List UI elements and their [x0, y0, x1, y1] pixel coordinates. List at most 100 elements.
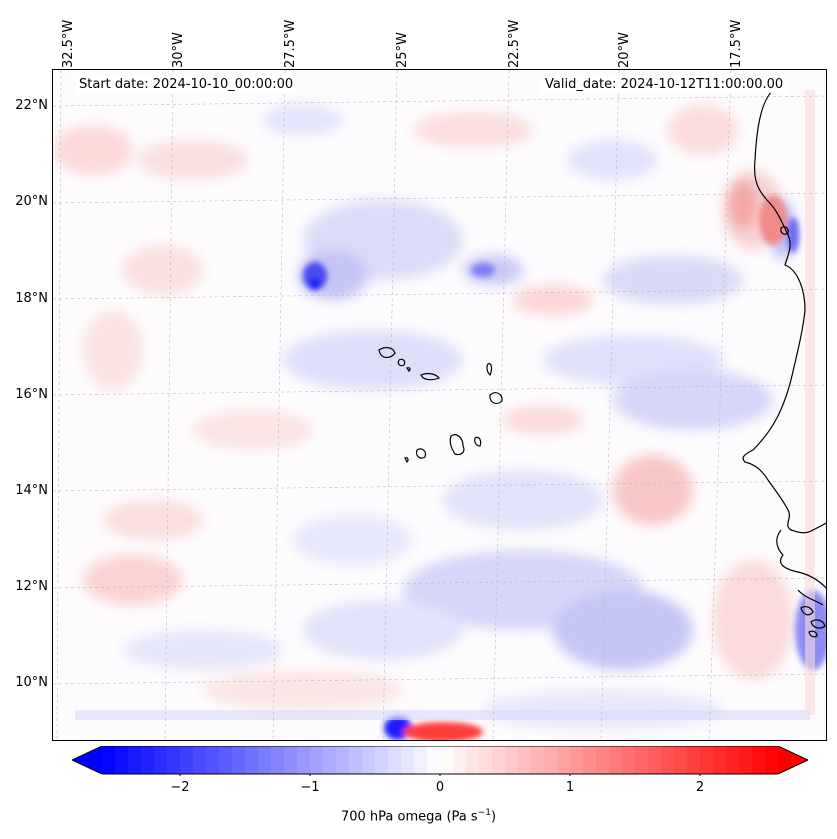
island-maio	[474, 436, 482, 447]
island-sal	[486, 363, 493, 377]
lat-label-22n: 22°N	[15, 98, 48, 113]
lon-label-32-5w: 32.5°W	[61, 19, 76, 68]
colorbar-segment	[206, 746, 220, 774]
field-blob	[138, 140, 248, 180]
downdraft	[759, 195, 787, 245]
island-santo-antao	[378, 347, 396, 359]
colorbar-segment	[102, 746, 116, 774]
colorbar-segment	[375, 746, 389, 774]
colorbar-tick-label: 1	[565, 780, 575, 795]
field-blob	[503, 405, 583, 435]
island-brava	[404, 457, 409, 464]
field-blob	[293, 515, 413, 565]
field-blob	[568, 140, 658, 180]
strong-updraft-core	[310, 278, 320, 290]
field-blob	[613, 455, 693, 525]
lat-label-16n: 16°N	[15, 387, 48, 402]
island-offshore-north	[780, 226, 789, 235]
updraft	[787, 217, 799, 253]
colorbar-segment	[635, 746, 649, 774]
colorbar-segment	[492, 746, 506, 774]
colorbar-segment	[505, 746, 519, 774]
colorbar-segment	[323, 746, 337, 774]
colorbar-segment	[700, 746, 714, 774]
colorbar-segment	[765, 746, 779, 774]
island-sao-nicolau	[420, 372, 440, 381]
field-blob	[283, 330, 463, 390]
west-africa-coastline	[776, 529, 826, 589]
island-sao-vicente	[397, 358, 406, 367]
colorbar-segment	[388, 746, 402, 774]
colorbar-segment	[752, 746, 766, 774]
colorbar-segment	[128, 746, 142, 774]
colorbar-label-exponent: −1	[477, 808, 491, 818]
colorbar-segment	[401, 746, 415, 774]
colorbar-segment	[258, 746, 272, 774]
colorbar-label-close: )	[490, 809, 497, 825]
coastlines	[742, 89, 826, 638]
colorbar-segment	[622, 746, 636, 774]
cape-verde-islands	[378, 347, 503, 464]
colorbar-segment	[609, 746, 623, 774]
omega-field-map	[53, 70, 826, 740]
boundary-band	[75, 710, 810, 720]
island-fogo	[415, 448, 427, 459]
colorbar-segment	[518, 746, 532, 774]
colorbar-segment	[297, 746, 311, 774]
colorbar-segment	[713, 746, 727, 774]
colorbar-segment	[687, 746, 701, 774]
field-blob	[668, 105, 738, 155]
strong-downdraft-south	[403, 722, 483, 740]
colorbar-segment	[271, 746, 285, 774]
field-blob	[263, 105, 343, 135]
lon-label-30w: 30°W	[171, 32, 186, 68]
omega-field	[53, 105, 795, 730]
colorbar-segment	[583, 746, 597, 774]
gridlines	[53, 70, 826, 740]
colorbar-segment	[479, 746, 493, 774]
colorbar-min-arrow	[72, 746, 102, 774]
colorbar-segment	[596, 746, 610, 774]
colorbar-segment	[219, 746, 233, 774]
field-blob	[123, 245, 203, 295]
colorbar-segment	[674, 746, 688, 774]
africa-coastline	[742, 89, 826, 534]
colorbar-segment	[310, 746, 324, 774]
colorbar-segment	[739, 746, 753, 774]
bijagos-island	[810, 619, 826, 629]
colorbar-segment	[453, 746, 467, 774]
field-blob	[713, 560, 793, 680]
field-blob	[603, 255, 743, 305]
map-panel	[52, 69, 827, 741]
colorbar-segment	[232, 746, 246, 774]
lat-label-20n: 20°N	[15, 194, 48, 209]
field-blob	[443, 470, 603, 530]
field-blob	[123, 630, 283, 670]
field-blob	[53, 125, 133, 175]
field-blob	[83, 555, 183, 605]
colorbar-segment	[544, 746, 558, 774]
lon-label-17-5w: 17.5°W	[729, 19, 744, 68]
lat-label-14n: 14°N	[15, 483, 48, 498]
colorbar-segment	[466, 746, 480, 774]
colorbar-segment	[531, 746, 545, 774]
valid-date-label: Valid_date: 2024-10-12T11:00:00.00	[541, 76, 788, 93]
colorbar-segment	[414, 746, 428, 774]
field-blob	[203, 670, 403, 710]
colorbar-segment	[557, 746, 571, 774]
lon-label-20w: 20°W	[617, 32, 632, 68]
colorbar-segment	[661, 746, 675, 774]
colorbar-segment	[648, 746, 662, 774]
field-blob	[103, 500, 203, 540]
colorbar-tick-label: 0	[435, 780, 445, 795]
island-santiago	[449, 434, 465, 456]
boundary-band	[805, 90, 815, 715]
colorbar-segment	[570, 746, 584, 774]
field-blob	[303, 600, 463, 660]
colorbar-tick-label: −2	[170, 780, 190, 795]
field-blob	[193, 410, 313, 450]
colorbar-max-arrow	[778, 746, 808, 774]
colorbar-segment	[284, 746, 298, 774]
colorbar-segment	[154, 746, 168, 774]
field-blob	[728, 180, 758, 230]
